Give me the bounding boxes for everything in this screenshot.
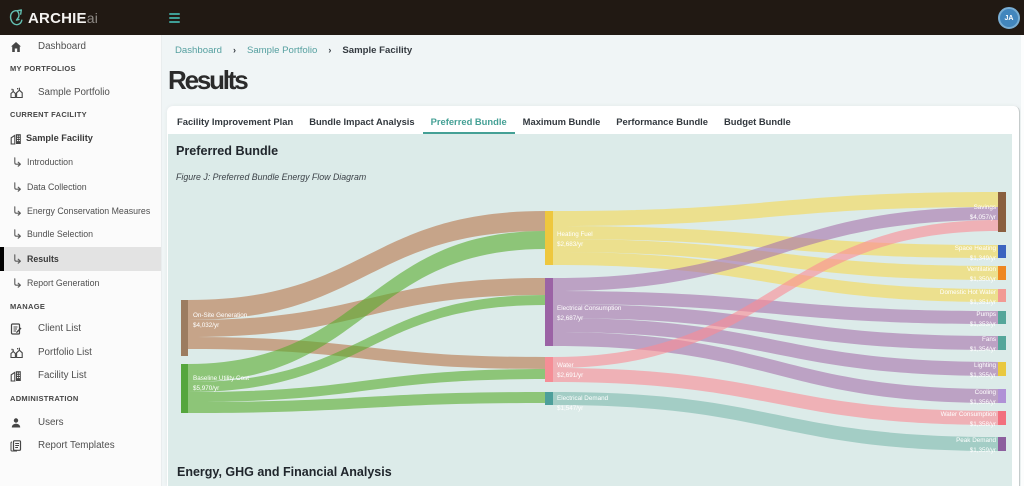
svg-text:Water: Water xyxy=(557,362,574,369)
svg-text:$2,687/yr: $2,687/yr xyxy=(557,315,583,322)
svg-text:$4,057/yr: $4,057/yr xyxy=(970,214,996,221)
svg-text:Peak Demand: Peak Demand xyxy=(956,437,996,444)
svg-text:$1,356/yr: $1,356/yr xyxy=(970,399,996,406)
svg-text:Fans: Fans xyxy=(982,336,996,343)
svg-text:Electrical Consumption: Electrical Consumption xyxy=(557,305,622,312)
svg-text:$1,547/yr: $1,547/yr xyxy=(557,405,583,412)
svg-text:Water Consumption: Water Consumption xyxy=(941,411,997,418)
svg-text:$1,351/yr: $1,351/yr xyxy=(970,299,996,306)
svg-text:$1,355/yr: $1,355/yr xyxy=(970,372,996,379)
svg-text:$1,358/yr: $1,358/yr xyxy=(970,421,996,428)
svg-text:Cooling: Cooling xyxy=(975,389,997,396)
svg-text:$2,691/yr: $2,691/yr xyxy=(557,372,583,379)
svg-text:Pumps: Pumps xyxy=(976,311,996,318)
svg-text:Lighting: Lighting xyxy=(974,362,997,369)
svg-text:$1,350/yr: $1,350/yr xyxy=(970,276,996,283)
svg-text:$2,683/yr: $2,683/yr xyxy=(557,241,583,248)
svg-text:$5,970/yr: $5,970/yr xyxy=(193,385,219,392)
svg-text:$1,359/yr: $1,359/yr xyxy=(970,447,996,454)
svg-text:Baseline Utility Cost: Baseline Utility Cost xyxy=(193,375,249,382)
svg-text:Ventilation: Ventilation xyxy=(967,266,997,273)
svg-text:Domestic Hot Water: Domestic Hot Water xyxy=(940,289,996,296)
svg-text:Savings: Savings xyxy=(974,204,996,211)
svg-text:On-Site Generation: On-Site Generation xyxy=(193,312,248,319)
svg-text:Heating Fuel: Heating Fuel xyxy=(557,231,593,238)
svg-text:$1,349/yr: $1,349/yr xyxy=(970,255,996,262)
svg-text:Electrical Demand: Electrical Demand xyxy=(557,395,609,402)
svg-text:$1,354/yr: $1,354/yr xyxy=(970,346,996,353)
svg-text:$4,032/yr: $4,032/yr xyxy=(193,322,219,329)
svg-text:$1,353/yr: $1,353/yr xyxy=(970,321,996,328)
svg-text:Space Heating: Space Heating xyxy=(955,245,997,252)
